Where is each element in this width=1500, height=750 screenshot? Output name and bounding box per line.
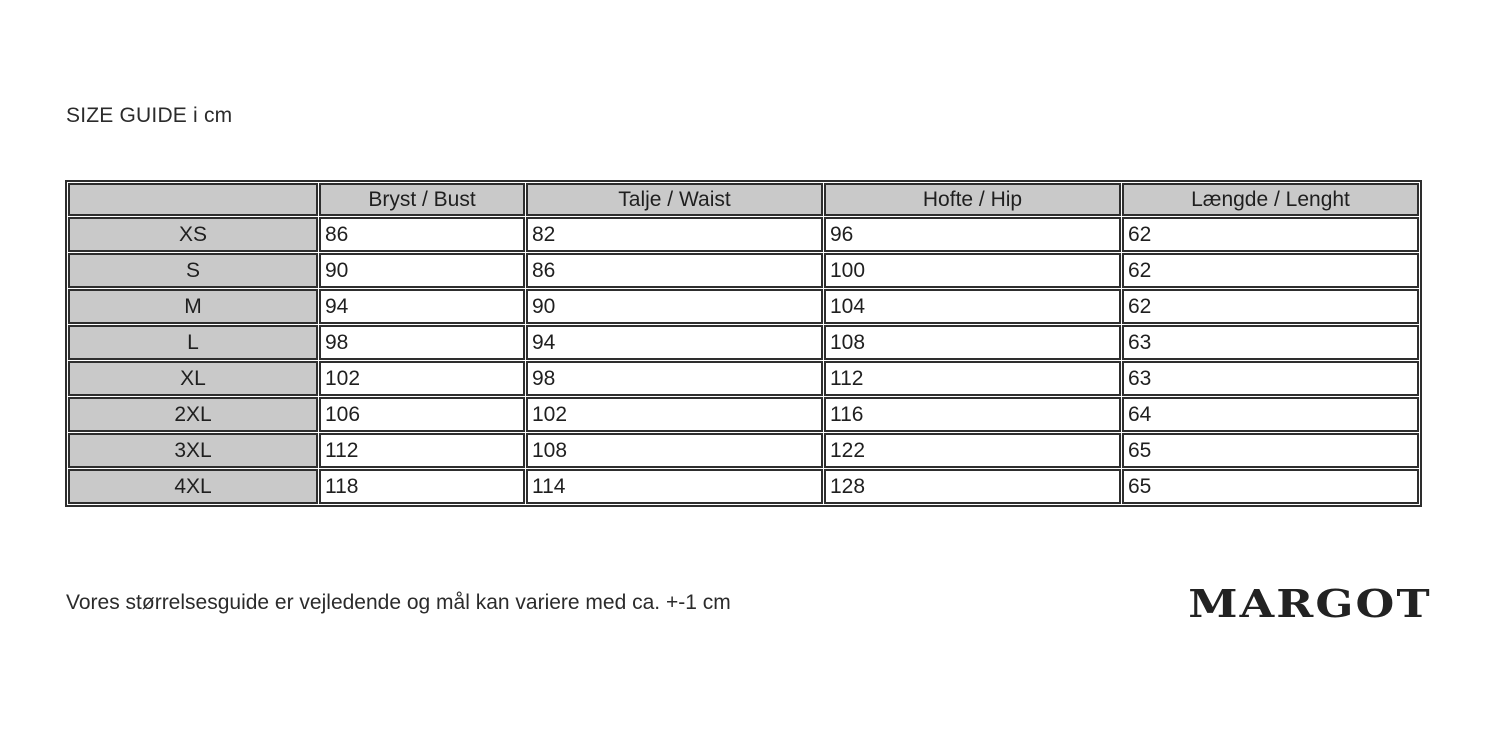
measurement-cell-hip: 96 <box>824 217 1121 252</box>
measurement-cell-hip: 108 <box>824 325 1121 360</box>
measurement-cell-bust: 86 <box>319 217 525 252</box>
measurement-cell-hip: 116 <box>824 397 1121 432</box>
size-label-cell: 4XL <box>68 469 318 504</box>
measurement-cell-waist: 102 <box>526 397 823 432</box>
measurement-cell-bust: 112 <box>319 433 525 468</box>
measurement-cell-bust: 94 <box>319 289 525 324</box>
table-row-xl: XL 102 98 112 63 <box>68 361 1419 396</box>
measurement-cell-hip: 104 <box>824 289 1121 324</box>
measurement-cell-length: 62 <box>1122 289 1419 324</box>
table-row-4xl: 4XL 118 114 128 65 <box>68 469 1419 504</box>
measurement-cell-bust: 102 <box>319 361 525 396</box>
size-label-cell: 3XL <box>68 433 318 468</box>
measurement-cell-length: 65 <box>1122 433 1419 468</box>
table-row-3xl: 3XL 112 108 122 65 <box>68 433 1419 468</box>
table-row-s: S 90 86 100 62 <box>68 253 1419 288</box>
size-label-cell: 2XL <box>68 397 318 432</box>
size-label-cell: L <box>68 325 318 360</box>
measurement-cell-waist: 108 <box>526 433 823 468</box>
size-guide-disclaimer: Vores størrelsesguide er vejledende og m… <box>66 591 731 614</box>
measurement-cell-bust: 106 <box>319 397 525 432</box>
measurement-cell-length: 65 <box>1122 469 1419 504</box>
measurement-cell-waist: 98 <box>526 361 823 396</box>
measurement-cell-length: 64 <box>1122 397 1419 432</box>
column-header-hip: Hofte / Hip <box>824 183 1121 216</box>
measurement-cell-waist: 94 <box>526 325 823 360</box>
header-row: Bryst / Bust Talje / Waist Hofte / Hip L… <box>68 183 1419 216</box>
measurement-cell-bust: 98 <box>319 325 525 360</box>
measurement-cell-waist: 86 <box>526 253 823 288</box>
page-title: SIZE GUIDE i cm <box>66 104 233 127</box>
table-row-m: M 94 90 104 62 <box>68 289 1419 324</box>
measurement-cell-hip: 122 <box>824 433 1121 468</box>
column-header-length: Længde / Lenght <box>1122 183 1419 216</box>
measurement-cell-hip: 112 <box>824 361 1121 396</box>
column-header-size <box>68 183 318 216</box>
measurement-cell-bust: 118 <box>319 469 525 504</box>
measurement-cell-hip: 128 <box>824 469 1121 504</box>
size-label-cell: XS <box>68 217 318 252</box>
measurement-cell-length: 63 <box>1122 325 1419 360</box>
column-header-bust: Bryst / Bust <box>319 183 525 216</box>
table-row-l: L 98 94 108 63 <box>68 325 1419 360</box>
size-guide-table: Bryst / Bust Talje / Waist Hofte / Hip L… <box>65 180 1422 507</box>
column-header-waist: Talje / Waist <box>526 183 823 216</box>
measurement-cell-hip: 100 <box>824 253 1121 288</box>
table-row-2xl: 2XL 106 102 116 64 <box>68 397 1419 432</box>
measurement-cell-bust: 90 <box>319 253 525 288</box>
measurement-cell-waist: 90 <box>526 289 823 324</box>
table-row-xs: XS 86 82 96 62 <box>68 217 1419 252</box>
measurement-cell-length: 62 <box>1122 217 1419 252</box>
size-label-cell: XL <box>68 361 318 396</box>
measurement-cell-length: 62 <box>1122 253 1419 288</box>
brand-logo: MARGOT <box>1188 581 1432 627</box>
size-label-cell: S <box>68 253 318 288</box>
measurement-cell-waist: 114 <box>526 469 823 504</box>
measurement-cell-waist: 82 <box>526 217 823 252</box>
measurement-cell-length: 63 <box>1122 361 1419 396</box>
size-label-cell: M <box>68 289 318 324</box>
